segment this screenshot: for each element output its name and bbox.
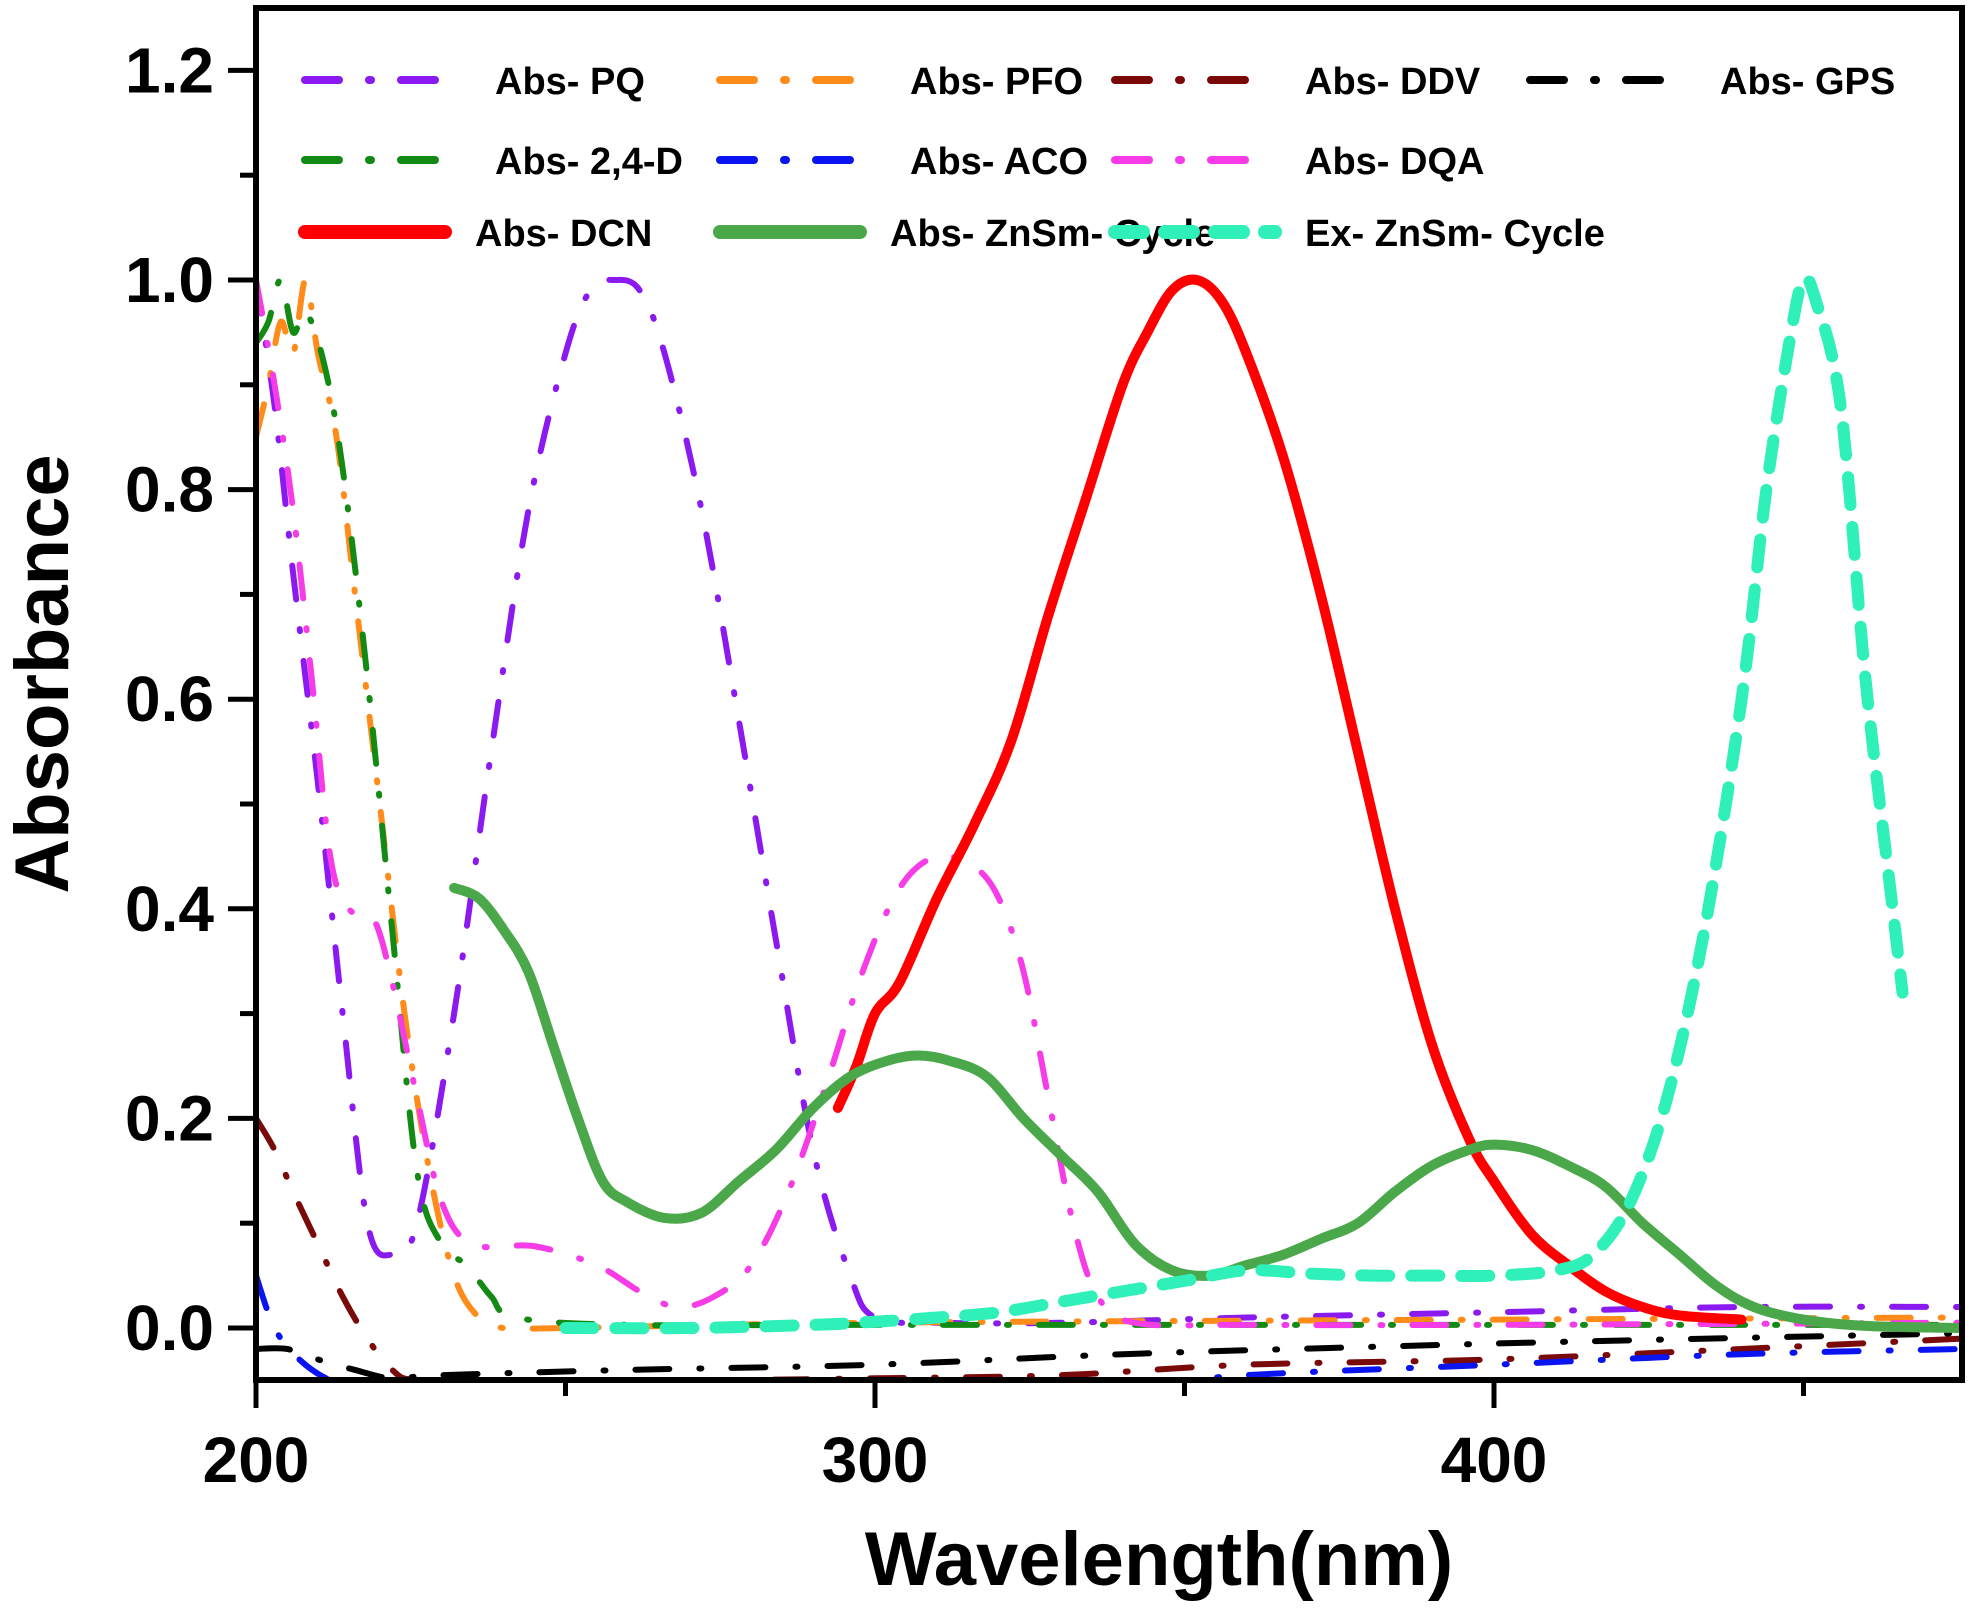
x-tick-label: 400 bbox=[1441, 1424, 1548, 1496]
y-tick-label: 0.6 bbox=[125, 663, 214, 735]
x-axis-title: Wavelength(nm) bbox=[865, 1517, 1453, 1602]
y-tick-label: 1.0 bbox=[125, 244, 214, 316]
series-line-abs-dcn bbox=[832, 274, 1747, 1325]
legend-label: Abs- GPS bbox=[1720, 61, 1895, 103]
legend-label: Abs- PFO bbox=[910, 61, 1083, 103]
legend-item: Abs- ACO bbox=[716, 141, 1088, 183]
legend-label: Abs- PQ bbox=[495, 61, 645, 103]
legend-label: Abs- DDV bbox=[1305, 61, 1481, 103]
series-layer bbox=[256, 272, 1962, 1380]
axis-ticks: 200 300 400 0.0 0.2 0.4 0.6 0.8 1.0 1.2 bbox=[125, 34, 1806, 1496]
x-tick-label: 200 bbox=[203, 1424, 310, 1496]
legend: Abs- PQ Abs- PFO Abs- DDV Abs- GPS Abs- 2,4-… bbox=[298, 61, 1895, 255]
legend-item: Abs- ZnSm- Cycle bbox=[713, 213, 1215, 255]
legend-item: Abs- GPS bbox=[1526, 61, 1895, 103]
legend-item: Abs- PQ bbox=[301, 61, 645, 103]
plot-frame bbox=[253, 5, 1965, 1383]
y-tick-label: 0.0 bbox=[125, 1292, 214, 1364]
series-line-abs-dqa bbox=[256, 277, 1962, 1329]
legend-label: Abs- DQA bbox=[1305, 141, 1484, 183]
x-tick-label: 300 bbox=[822, 1424, 929, 1496]
series-line-abs-ddv bbox=[256, 1115, 1962, 1380]
legend-item: Abs- DQA bbox=[1111, 141, 1484, 183]
y-axis-title: Absorbance bbox=[0, 454, 85, 893]
series-line-abs-aco bbox=[256, 1272, 1962, 1380]
legend-label: Abs- 2,4-D bbox=[495, 141, 683, 183]
legend-label: Ex- ZnSm- Cycle bbox=[1305, 213, 1605, 255]
series-line-abs-2-4-d bbox=[256, 276, 1962, 1329]
legend-item: Abs- 2,4-D bbox=[301, 141, 683, 183]
y-tick-label: 0.2 bbox=[125, 1082, 214, 1154]
legend-item: Ex- ZnSm- Cycle bbox=[1108, 213, 1605, 255]
legend-item: Abs- DDV bbox=[1111, 61, 1481, 103]
legend-item: Abs- DCN bbox=[298, 213, 652, 255]
series-line-abs-pq bbox=[256, 276, 1962, 1327]
y-tick-label: 0.4 bbox=[125, 873, 214, 945]
legend-label: Abs- ACO bbox=[910, 141, 1088, 183]
series-line-abs-gps bbox=[256, 1330, 1962, 1380]
legend-item: Abs- PFO bbox=[716, 61, 1083, 103]
series-line-abs-znsm-cycle bbox=[449, 882, 1962, 1333]
y-tick-label: 1.2 bbox=[125, 34, 214, 106]
series-line-ex-znsm-cycle bbox=[559, 272, 1909, 1335]
y-tick-label: 0.8 bbox=[125, 454, 214, 526]
legend-label: Abs- DCN bbox=[475, 213, 652, 255]
